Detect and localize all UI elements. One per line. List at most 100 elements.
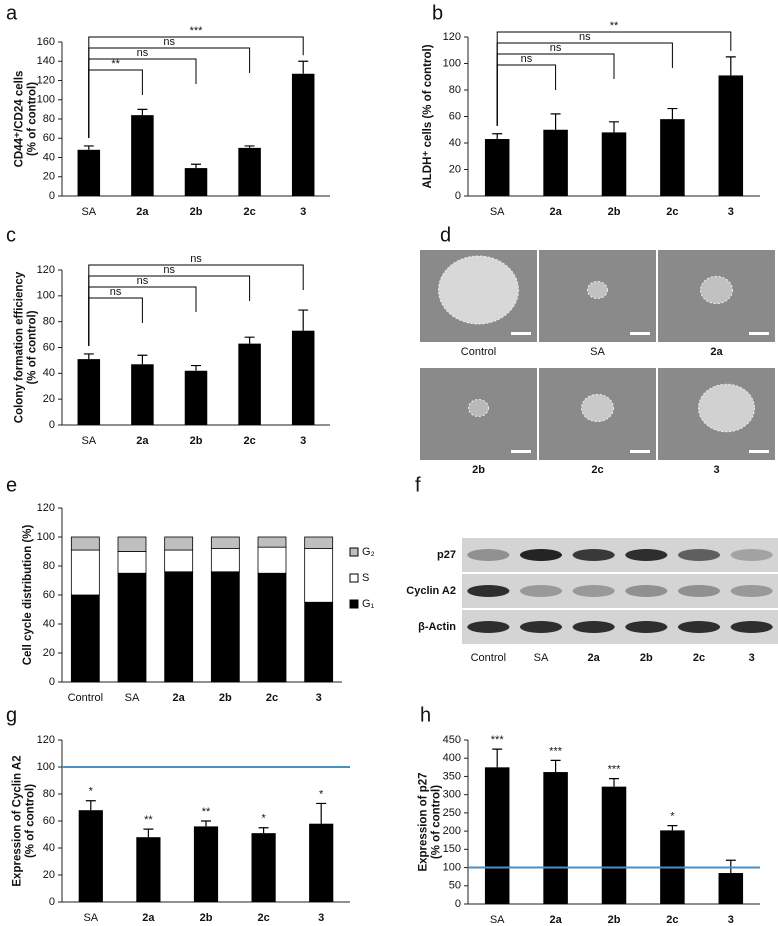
y-tick-label: 80	[43, 788, 55, 800]
y-axis-label: Colony formation efficiency	[14, 271, 26, 423]
band	[572, 621, 615, 633]
bar	[543, 129, 568, 196]
error-bar	[83, 145, 94, 150]
error-bar	[492, 748, 503, 768]
error-bar	[137, 108, 148, 116]
y-tick-label: 100	[37, 94, 55, 106]
y-tick-label: 150	[443, 843, 461, 855]
y-axis-label: Expression of Cyclin A2	[12, 755, 24, 886]
bar-segment	[117, 572, 147, 683]
band	[625, 585, 668, 597]
error-bar	[191, 163, 201, 169]
x-tick-label: 2a	[136, 206, 149, 218]
error-bar	[191, 364, 201, 371]
bar	[77, 149, 101, 196]
bar	[291, 73, 315, 196]
error-bar	[244, 336, 255, 344]
x-tick-label: 3	[300, 435, 306, 447]
band	[467, 585, 510, 597]
y-tick-label: 20	[43, 393, 55, 405]
y-axis-label: (% of control)	[25, 784, 37, 858]
band	[467, 549, 510, 561]
y-tick-label: 40	[43, 842, 55, 854]
band	[572, 585, 615, 597]
significance-bracket	[88, 297, 143, 346]
bar-segment	[304, 548, 334, 603]
legend-label: G₁	[362, 598, 375, 610]
bar-segment	[210, 536, 240, 550]
bar	[601, 132, 627, 196]
significance-label: **	[610, 20, 619, 32]
y-tick-label: 450	[443, 734, 461, 746]
y-tick-label: 40	[43, 367, 55, 379]
y-tick-label: 20	[43, 869, 55, 881]
y-tick-label: 400	[443, 752, 461, 764]
band	[625, 549, 668, 561]
y-tick-label: 200	[443, 825, 461, 837]
y-tick-label: 350	[443, 770, 461, 782]
image-label: 3	[713, 464, 719, 476]
error-bar	[316, 802, 327, 824]
bar	[309, 823, 334, 902]
x-tick-label: 3	[300, 206, 306, 218]
significance-label: ns	[579, 31, 591, 43]
bar-segment	[117, 551, 147, 574]
band	[730, 549, 773, 561]
bar-segment	[70, 594, 100, 683]
band	[519, 585, 563, 597]
x-tick-label: 2b	[200, 912, 213, 924]
y-tick-label: 100	[443, 861, 461, 873]
significance-label: ns	[163, 36, 175, 48]
lane-label: 3	[749, 652, 755, 664]
y-tick-label: 0	[49, 190, 55, 202]
panel-label: g	[6, 704, 17, 726]
bar-segment	[257, 546, 287, 574]
band	[677, 621, 721, 633]
significance-label: ns	[550, 42, 562, 54]
band	[519, 621, 563, 633]
error-bar	[244, 145, 255, 148]
image-label: 2b	[472, 464, 485, 476]
error-bar	[725, 56, 736, 76]
significance-bracket	[88, 36, 304, 138]
x-tick-label: 2a	[173, 692, 186, 704]
bar	[238, 343, 261, 425]
band	[467, 621, 510, 633]
bar-segment	[257, 572, 287, 683]
panel-label: e	[6, 474, 17, 496]
y-tick-label: 60	[43, 815, 55, 827]
significance-label: ns	[521, 53, 533, 65]
bar-segment	[257, 536, 287, 548]
colony	[587, 281, 608, 299]
scale-bar	[749, 450, 769, 453]
panel-label: c	[6, 224, 16, 246]
error-bar	[137, 354, 148, 365]
y-tick-label: 100	[443, 57, 461, 69]
scale-bar	[511, 332, 531, 335]
colony	[468, 399, 489, 417]
x-tick-label: 2c	[666, 914, 678, 926]
band	[730, 621, 773, 633]
bar	[193, 826, 219, 902]
significance-label: *	[319, 788, 324, 800]
y-tick-label: 100	[37, 290, 55, 302]
y-tick-label: 80	[43, 316, 55, 328]
bar	[136, 837, 161, 902]
y-tick-label: 120	[443, 31, 461, 43]
significance-label: ***	[491, 734, 505, 746]
bar-segment	[70, 549, 100, 596]
y-tick-label: 20	[43, 171, 55, 183]
legend-label: G₂	[362, 546, 375, 558]
image-label: 2a	[710, 346, 723, 358]
y-tick-label: 250	[443, 807, 461, 819]
significance-label: *	[89, 786, 94, 798]
x-tick-label: SA	[125, 692, 140, 704]
band	[572, 549, 615, 561]
bar	[601, 786, 627, 904]
bar	[718, 75, 744, 196]
significance-label: *	[670, 811, 675, 823]
scale-bar	[630, 332, 650, 335]
blot-strip	[462, 538, 778, 572]
bar	[291, 330, 315, 425]
